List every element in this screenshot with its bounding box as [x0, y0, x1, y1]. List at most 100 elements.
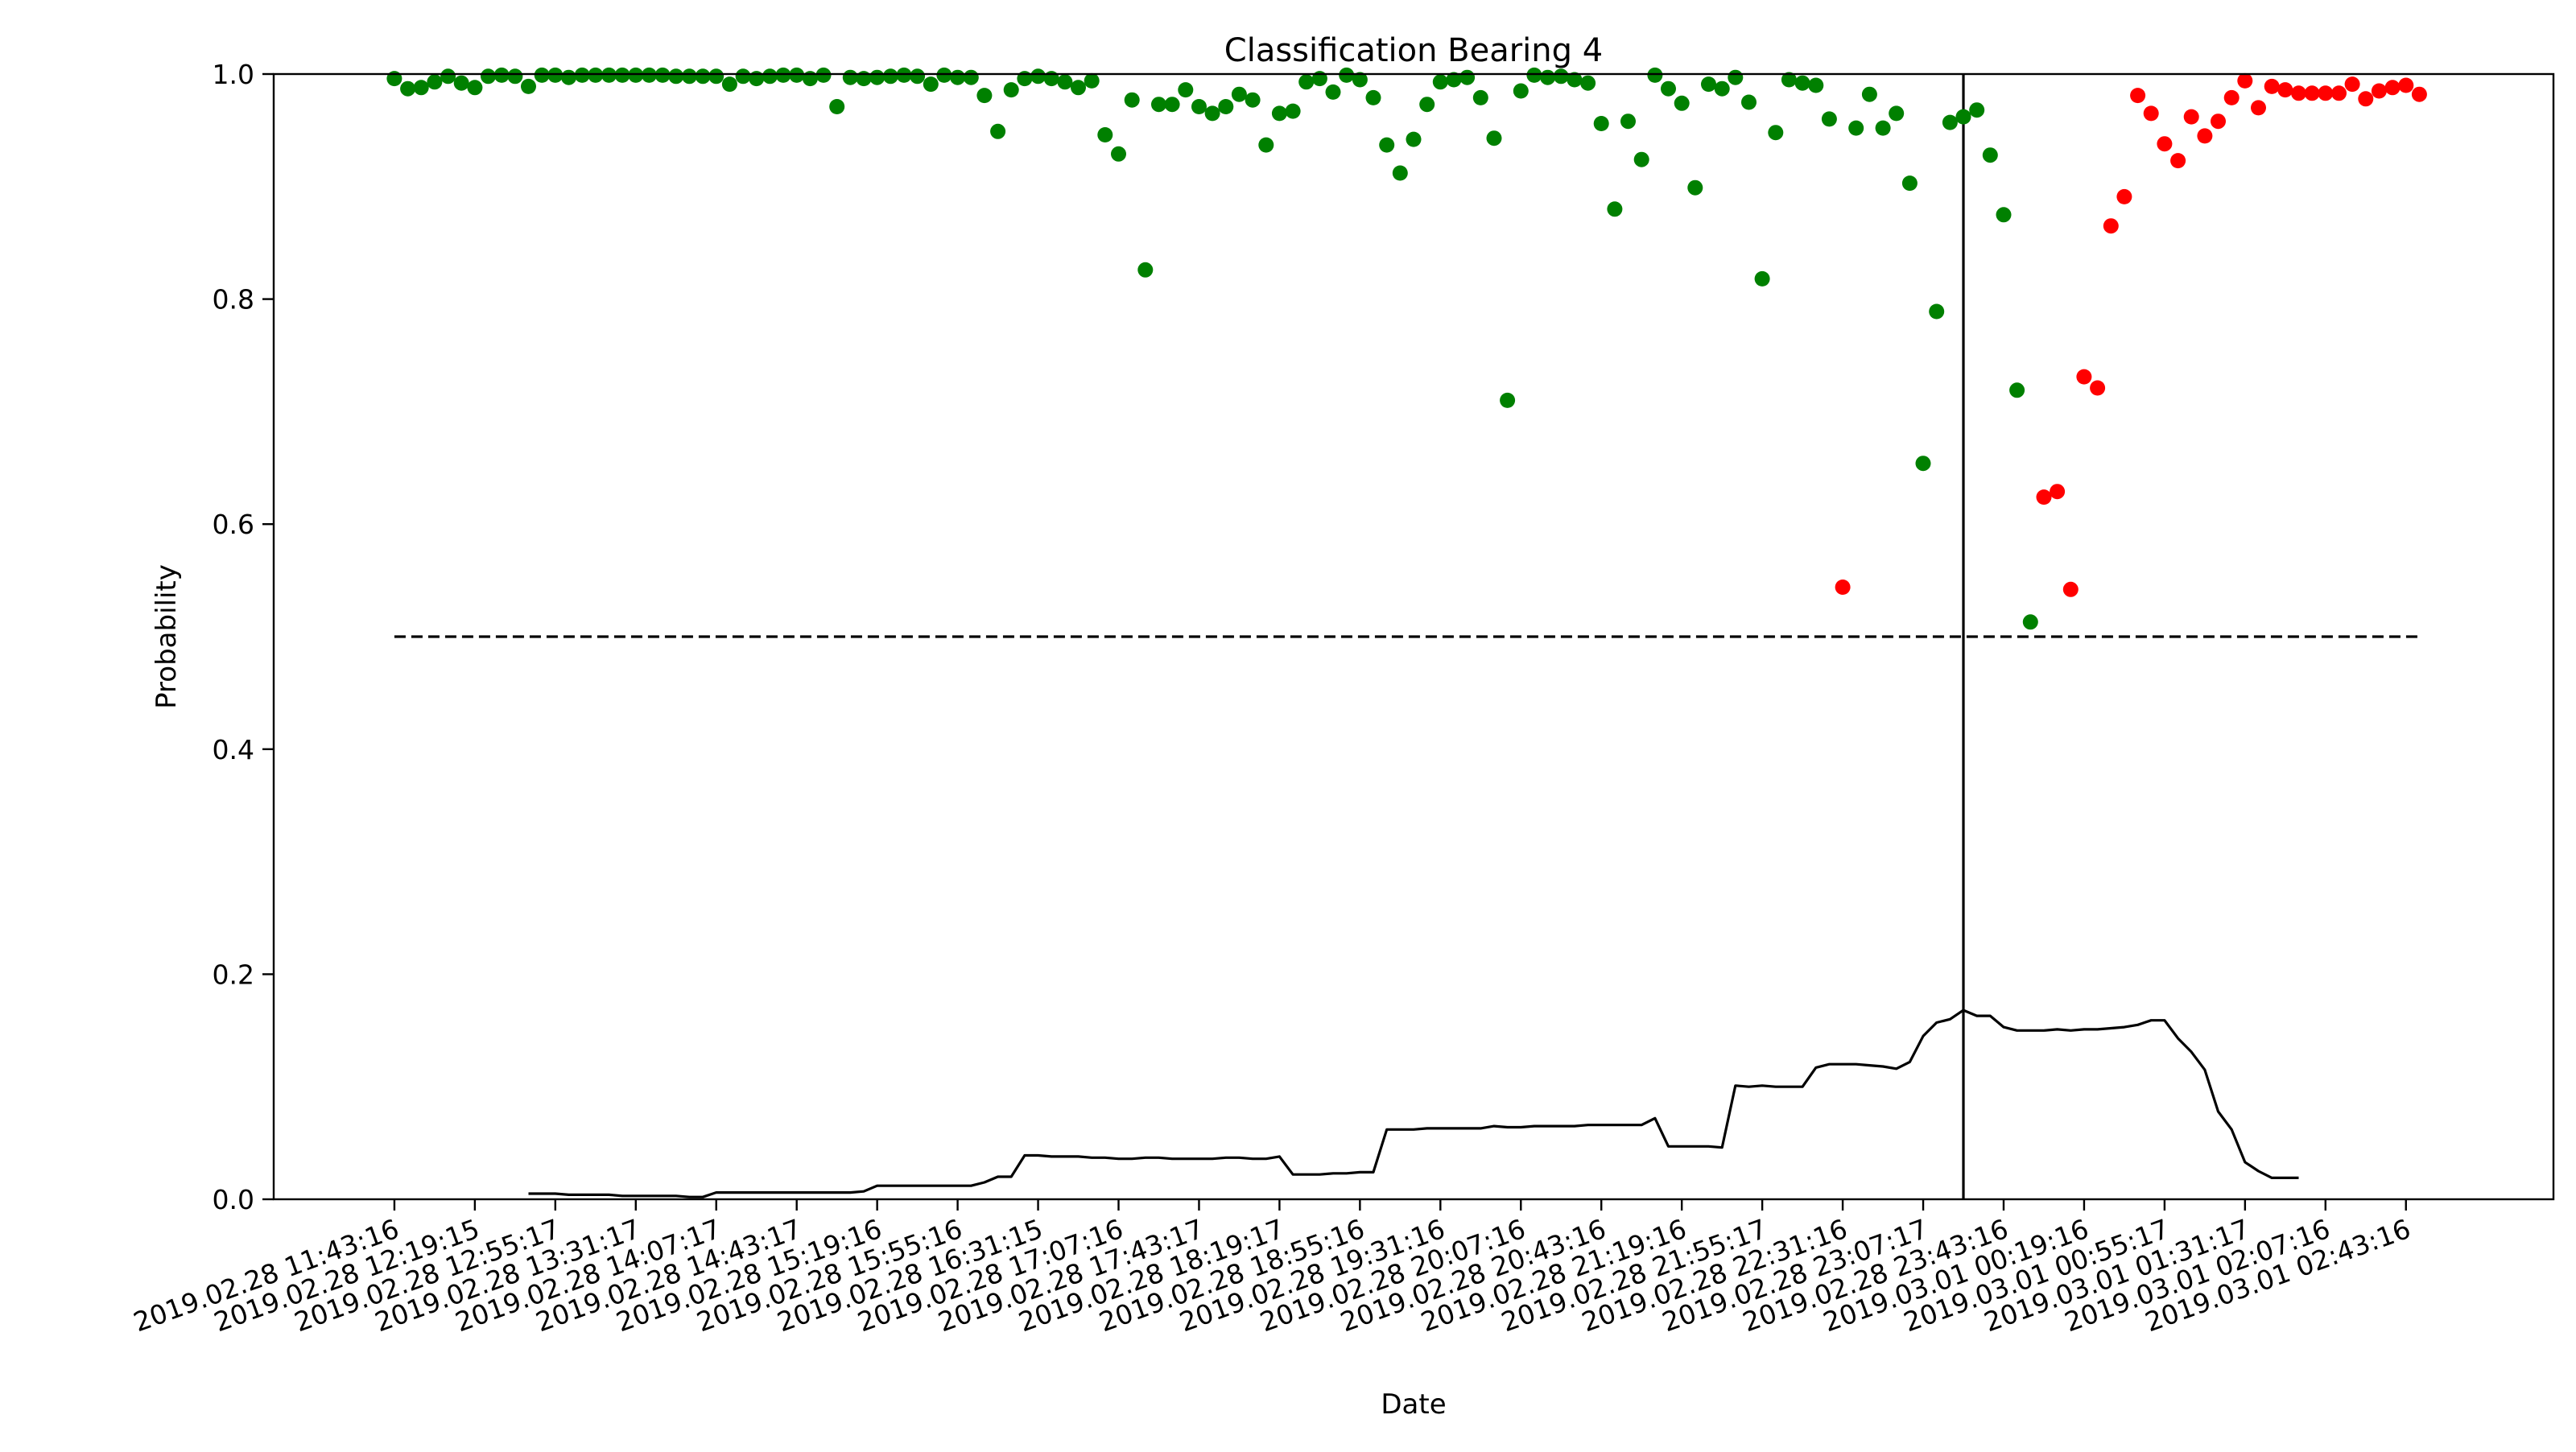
- data-point-48: [1030, 68, 1046, 85]
- data-point-67: [1285, 103, 1301, 119]
- data-point-70: [1325, 84, 1341, 100]
- data-point-32: [815, 67, 832, 83]
- data-point-104: [1781, 72, 1797, 88]
- data-point-68: [1298, 74, 1315, 90]
- data-point-124: [2050, 484, 2066, 500]
- y-tick-label-0: 0.0: [213, 1184, 254, 1215]
- data-point-109: [1848, 120, 1864, 136]
- data-point-23: [695, 68, 711, 85]
- data-point-116: [1942, 114, 1958, 130]
- data-point-140: [2264, 78, 2280, 94]
- data-point-105: [1794, 75, 1810, 91]
- data-point-138: [2237, 72, 2253, 89]
- data-point-133: [2170, 153, 2186, 169]
- data-point-136: [2211, 113, 2226, 130]
- data-point-58: [1164, 97, 1180, 113]
- data-point-122: [2022, 614, 2038, 630]
- data-point-10: [521, 78, 536, 94]
- data-point-6: [467, 80, 483, 96]
- data-point-144: [2318, 85, 2334, 101]
- data-point-90: [1593, 116, 1609, 131]
- data-point-149: [2384, 80, 2401, 96]
- data-point-130: [2130, 88, 2146, 104]
- data-point-53: [1097, 127, 1113, 142]
- data-point-45: [990, 123, 1006, 139]
- data-point-29: [775, 67, 791, 83]
- data-point-7: [481, 68, 496, 85]
- data-point-132: [2157, 136, 2173, 152]
- data-point-128: [2103, 218, 2119, 234]
- marks-layer: [386, 67, 2427, 1199]
- data-point-11: [534, 67, 550, 83]
- data-point-146: [2344, 76, 2360, 93]
- data-point-41: [936, 67, 952, 83]
- data-point-55: [1124, 92, 1140, 108]
- y-tick-label-5: 1.0: [213, 59, 254, 90]
- data-point-147: [2358, 91, 2374, 107]
- data-point-76: [1406, 131, 1422, 147]
- data-point-127: [2090, 380, 2106, 396]
- data-point-80: [1459, 69, 1476, 85]
- data-point-113: [1901, 175, 1918, 192]
- data-point-59: [1178, 82, 1194, 98]
- data-point-114: [1915, 456, 1931, 472]
- data-point-148: [2371, 83, 2387, 99]
- data-point-89: [1580, 75, 1596, 91]
- data-point-81: [1472, 89, 1488, 105]
- feature-line: [528, 1009, 2299, 1198]
- data-point-14: [574, 67, 590, 83]
- y-axis-label: Probability: [151, 564, 183, 709]
- data-point-129: [2116, 188, 2132, 204]
- data-point-93: [1633, 151, 1649, 167]
- data-point-101: [1741, 94, 1757, 110]
- chart-title: Classification Bearing 4: [1224, 32, 1603, 69]
- data-point-50: [1057, 74, 1073, 90]
- data-point-118: [1969, 102, 1985, 118]
- data-point-56: [1137, 262, 1154, 278]
- data-point-71: [1339, 67, 1355, 83]
- data-point-24: [708, 68, 724, 85]
- data-point-19: [641, 67, 657, 83]
- y-tick-label-4: 0.8: [213, 284, 254, 316]
- data-point-111: [1875, 120, 1891, 136]
- data-point-12: [547, 67, 564, 83]
- data-point-84: [1513, 83, 1529, 99]
- data-point-8: [493, 67, 510, 83]
- data-point-42: [950, 69, 966, 85]
- data-point-91: [1607, 201, 1623, 217]
- data-point-5: [453, 75, 469, 91]
- data-point-52: [1084, 72, 1100, 89]
- data-point-33: [829, 99, 845, 114]
- data-point-82: [1486, 130, 1502, 146]
- data-point-112: [1889, 105, 1905, 122]
- y-tick-label-3: 0.6: [213, 509, 254, 540]
- data-point-65: [1258, 137, 1274, 153]
- data-point-40: [923, 76, 939, 93]
- data-point-25: [721, 76, 737, 93]
- data-point-125: [2062, 581, 2079, 597]
- data-point-21: [668, 68, 684, 85]
- data-point-142: [2291, 85, 2306, 101]
- data-point-115: [1929, 303, 1945, 320]
- data-point-60: [1191, 99, 1207, 114]
- data-point-85: [1526, 67, 1542, 83]
- data-point-106: [1808, 77, 1824, 93]
- data-point-110: [1861, 86, 1877, 102]
- data-point-16: [601, 67, 617, 83]
- data-point-107: [1821, 111, 1837, 127]
- data-point-151: [2411, 86, 2427, 102]
- data-point-4: [440, 68, 456, 85]
- data-point-51: [1071, 80, 1086, 96]
- data-point-61: [1204, 105, 1220, 122]
- data-point-86: [1540, 69, 1556, 85]
- data-point-139: [2251, 100, 2266, 116]
- data-point-74: [1379, 137, 1395, 153]
- data-point-3: [427, 74, 443, 90]
- data-point-135: [2197, 128, 2213, 144]
- data-point-78: [1432, 74, 1448, 90]
- y-tick-label-2: 0.4: [213, 734, 254, 765]
- data-point-75: [1392, 165, 1408, 181]
- data-point-117: [1955, 109, 1971, 125]
